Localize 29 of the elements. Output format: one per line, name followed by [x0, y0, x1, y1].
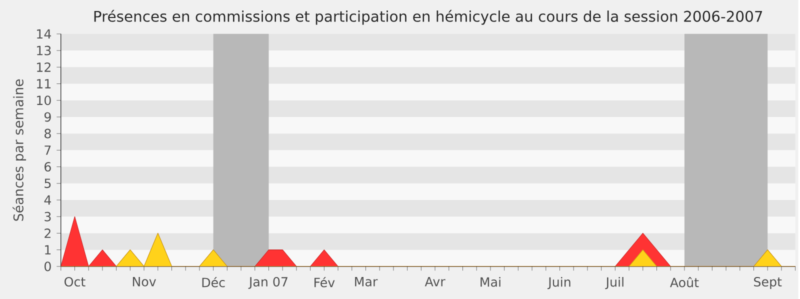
y-tick-label: 8: [44, 128, 51, 138]
x-tick-label: Nov: [132, 276, 156, 286]
y-tick-label: 6: [44, 162, 51, 172]
y-tick-label: 10: [37, 95, 51, 105]
y-tick-label: 14: [37, 29, 52, 38]
x-tick-label: Juin: [547, 276, 570, 289]
x-tick-label: Mai: [480, 276, 500, 287]
x-tick-label: Jan 07: [248, 276, 288, 289]
y-tick-label: 12: [37, 62, 50, 72]
x-tick-label: Fév: [314, 276, 335, 288]
y-tick-label: 9: [44, 112, 51, 122]
x-tick-label: Sept: [754, 276, 782, 289]
x-tick-label: Oct: [64, 276, 86, 286]
y-tick-label: 11: [37, 78, 51, 88]
y-tick-label: 4: [44, 195, 52, 204]
y-tick-label: 2: [44, 228, 50, 238]
chart-title: Présences en commissions et participation en hémicycle au cours de la session 2006-2007: [94, 10, 762, 25]
x-tick-label: Mar: [355, 276, 378, 286]
y-axis-title: Séances par semaine: [12, 79, 26, 221]
y-tick-label: 3: [44, 212, 51, 222]
y-tick-label: 0: [44, 261, 51, 272]
x-tick-label: Juil: [605, 276, 624, 289]
y-tick-label: 13: [37, 46, 51, 56]
x-tick-label: Août: [670, 276, 699, 288]
x-tick-label: Déc: [202, 276, 225, 288]
y-tick-label: 7: [44, 145, 51, 155]
y-tick-label: 5: [44, 178, 51, 188]
y-tick-label: 1: [45, 245, 51, 254]
x-tick-label: Avr: [424, 276, 446, 286]
